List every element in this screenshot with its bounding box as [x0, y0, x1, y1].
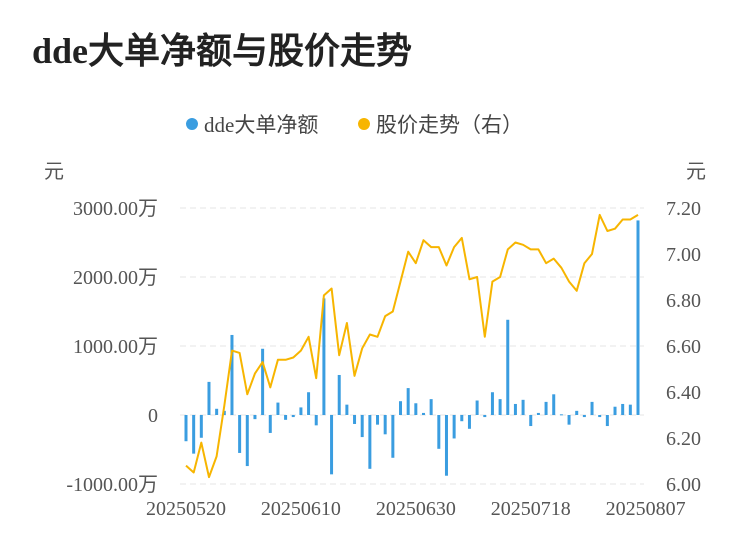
dde-bar: [529, 415, 533, 427]
dde-bar: [605, 415, 609, 427]
dde-bar: [628, 404, 632, 415]
left-axis-unit: 元: [44, 161, 64, 183]
dde-bar: [567, 415, 571, 425]
x-tick-label: 20250520: [146, 498, 226, 520]
dde-bar: [460, 415, 464, 422]
dde-bar: [399, 401, 403, 415]
dde-bar: [299, 407, 303, 415]
dde-bar: [590, 401, 594, 415]
left-tick-label: 2000.00万: [73, 267, 158, 289]
dde-bar: [268, 415, 272, 433]
dde-bar: [345, 404, 349, 415]
dde-bar: [368, 415, 372, 469]
dde-bar: [330, 415, 334, 475]
dde-bar: [521, 399, 525, 415]
dde-bar: [353, 415, 357, 424]
dde-bar: [192, 415, 196, 454]
dde-bar: [307, 392, 311, 415]
x-tick-label: 20250718: [491, 498, 571, 520]
dde-bar: [276, 402, 280, 415]
dde-bar: [636, 220, 640, 415]
legend-marker-price: [358, 118, 370, 130]
dde-bar: [284, 415, 288, 420]
right-axis-unit: 元: [686, 161, 706, 183]
left-tick-label: -1000.00万: [66, 474, 158, 496]
dde-bar: [582, 415, 586, 418]
right-tick-label: 7.20: [666, 198, 701, 220]
dde-bar: [437, 415, 441, 449]
left-tick-label: 0: [148, 405, 158, 427]
dde-bar: [414, 403, 418, 415]
dde-bar: [199, 415, 203, 438]
dde-bar: [559, 414, 563, 416]
dde-bar: [552, 394, 556, 415]
dde-bar: [291, 415, 295, 418]
x-tick-label: 20250630: [376, 498, 456, 520]
x-tick-label: 20250807: [606, 498, 686, 520]
x-tick-label: 20250610: [261, 498, 341, 520]
dde-bar: [337, 374, 341, 415]
dde-bar: [376, 415, 380, 425]
right-tick-label: 6.20: [666, 428, 701, 450]
dde-bar: [215, 408, 219, 415]
dde-bar: [621, 403, 625, 415]
page-title: dde大单净额与股价走势: [32, 31, 413, 71]
legend-label-price: 股价走势（右）: [376, 113, 523, 137]
dde-bar: [421, 412, 425, 415]
right-tick-label: 6.80: [666, 290, 701, 312]
right-tick-label: 6.60: [666, 336, 701, 358]
right-tick-label: 6.40: [666, 382, 701, 404]
dde-bar: [475, 400, 479, 415]
dde-bar: [207, 381, 211, 415]
dde-bar: [498, 399, 502, 415]
dde-bar: [429, 399, 433, 415]
dde-bar: [253, 415, 257, 420]
dde-bar: [452, 415, 456, 439]
dde-bar: [406, 388, 410, 415]
dde-bar: [184, 415, 188, 442]
dde-bar: [245, 415, 249, 467]
dde-bar: [513, 403, 517, 415]
legend-label-dde: dde大单净额: [204, 113, 318, 137]
dde-bar: [322, 298, 326, 415]
dde-bar: [383, 415, 387, 435]
dde-bar: [536, 412, 540, 415]
dde-bar: [391, 415, 395, 458]
dde-bar: [222, 410, 226, 415]
dde-bar: [575, 410, 579, 415]
price-line: [185, 213, 639, 479]
right-tick-label: 7.00: [666, 244, 701, 266]
dde-bar: [314, 415, 318, 426]
right-tick-label: 6.00: [666, 474, 701, 496]
dde-bar: [444, 415, 448, 476]
dde-bar: [544, 401, 548, 415]
left-tick-label: 3000.00万: [73, 198, 158, 220]
dde-bar: [598, 415, 602, 418]
dde-bar: [467, 415, 471, 429]
dde-bar: [261, 348, 265, 415]
dde-bar: [230, 334, 234, 415]
dde-bar: [238, 415, 242, 453]
left-tick-label: 1000.00万: [73, 336, 158, 358]
dde-bar: [360, 415, 364, 438]
dde-bar: [613, 406, 617, 415]
dde-bar: [490, 392, 494, 415]
dde-bar: [506, 319, 510, 415]
legend-marker-dde: [186, 118, 198, 130]
dde-bar: [483, 415, 487, 418]
